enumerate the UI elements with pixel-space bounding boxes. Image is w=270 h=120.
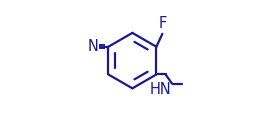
- Text: HN: HN: [150, 82, 172, 97]
- Text: N: N: [87, 39, 98, 54]
- Text: F: F: [158, 16, 167, 31]
